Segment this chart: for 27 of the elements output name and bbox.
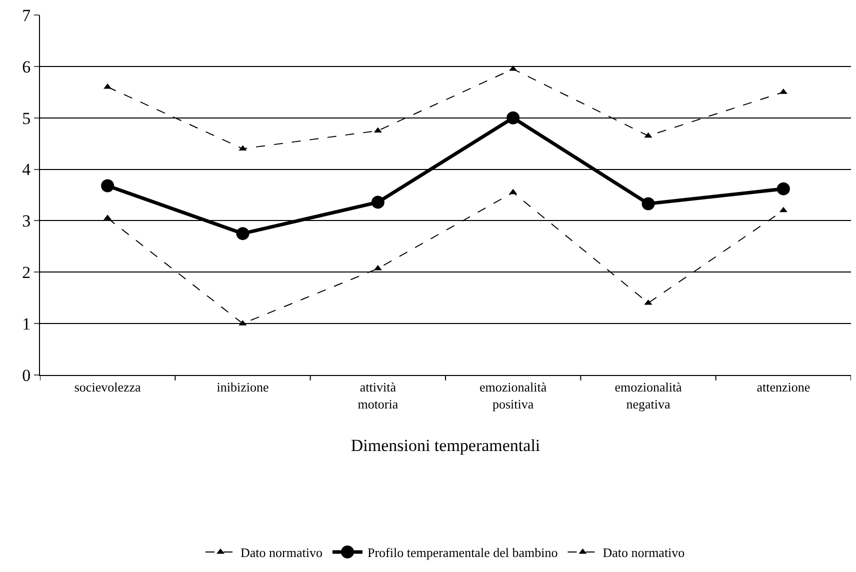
x-tick-label: attenzione — [756, 380, 810, 395]
point — [776, 182, 790, 196]
point — [509, 188, 518, 194]
point — [506, 111, 520, 124]
x-tick-label: inibizione — [216, 380, 269, 395]
x-tick-label: socievolezza — [74, 380, 142, 395]
y-tick-label: 7 — [22, 6, 32, 25]
point — [644, 132, 652, 138]
y-tick-label: 2 — [22, 263, 31, 282]
legend-label: Dato normativo — [602, 545, 685, 560]
x-axis-title: Dimensioni temperamentali — [350, 436, 540, 455]
point — [236, 227, 250, 240]
x-tick-label: emozionalità positiva — [480, 380, 547, 412]
x-tick-label: emozionalità negativa — [614, 380, 682, 412]
y-tick-label: 1 — [22, 314, 31, 334]
point — [371, 196, 384, 209]
legend-label: Dato normativo — [240, 545, 322, 560]
y-tick-label: 3 — [22, 212, 31, 231]
y-tick-label: 4 — [22, 160, 32, 180]
point — [642, 197, 655, 210]
point — [779, 206, 788, 212]
point — [101, 179, 114, 192]
y-tick-label: 5 — [22, 108, 31, 128]
y-tick-label: 6 — [22, 57, 31, 76]
x-tick-label: attività motoria — [358, 380, 398, 412]
y-tick-label: 0 — [22, 366, 31, 385]
legend-label: Profilo temperamentale del bambino — [367, 545, 558, 560]
